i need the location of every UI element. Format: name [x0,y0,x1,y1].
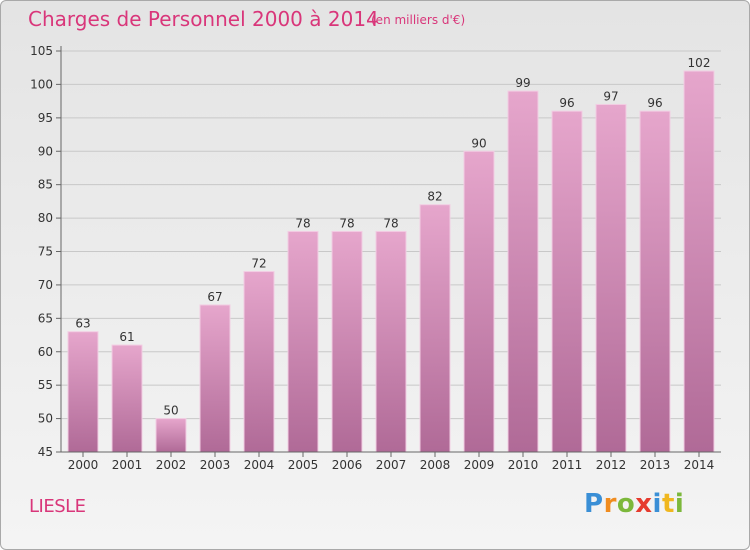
data-label: 61 [119,330,134,344]
chart-title: Charges de Personnel 2000 à 2014 [28,7,379,31]
data-label: 78 [295,216,310,230]
x-tick-label: 2001 [112,458,143,472]
bar [375,230,407,453]
data-label: 99 [515,76,530,90]
x-tick-label: 2013 [640,458,671,472]
bar [287,230,319,453]
y-tick-label: 60 [38,345,53,359]
logo-letter: P [584,489,604,519]
logo-letter: x [635,489,653,519]
x-tick-label: 2005 [288,458,319,472]
x-tick-label: 2002 [156,458,187,472]
x-tick-label: 2000 [68,458,99,472]
bar [111,344,143,453]
bar [331,230,363,453]
logo-letter: o [616,489,636,519]
bar [595,103,627,453]
y-tick-label: 50 [38,412,53,426]
bar [551,110,583,453]
proxiti-logo[interactable]: Proxiti [584,489,684,519]
y-tick-label: 55 [38,378,53,392]
bar [67,331,99,453]
x-tick-label: 2006 [332,458,363,472]
y-tick-label: 100 [30,77,53,91]
bar [683,70,715,453]
x-tick-label: 2011 [552,458,583,472]
x-tick-label: 2012 [596,458,627,472]
logo-letter: r [603,489,617,519]
x-tick-label: 2009 [464,458,495,472]
data-label: 50 [163,404,178,418]
bar [419,204,451,453]
data-label: 97 [603,89,618,103]
data-label: 102 [688,56,711,70]
y-tick-label: 105 [30,44,53,58]
y-tick-label: 75 [38,245,53,259]
place-label: LIESLE [29,496,86,517]
axes: 45 50 55 60 65 70 75 80 85 90 95 100 105 2000 2001 2002… [30,44,721,472]
data-label: 67 [207,290,222,304]
x-tick-label: 2008 [420,458,451,472]
bars [67,70,715,453]
data-label: 72 [251,257,266,271]
logo-letter: i [674,489,685,519]
data-label: 63 [75,317,90,331]
data-label: 90 [471,136,486,150]
logo-letter: i [652,489,662,519]
x-tick-label: 2014 [684,458,715,472]
logo-letter: t [661,489,675,519]
y-tick-label: 70 [38,278,53,292]
bar [199,304,231,453]
data-label: 82 [427,190,442,204]
bar [243,271,275,453]
y-tick-label: 85 [38,178,53,192]
data-labels: 63 61 50 67 72 78 78 78 82 90 99 96 97 96 102 [75,56,710,418]
bar [155,418,187,453]
y-tick-label: 45 [38,445,53,459]
x-tick-label: 2010 [508,458,539,472]
bar [507,90,539,453]
x-tick-label: 2004 [244,458,275,472]
data-label: 96 [647,96,662,110]
y-tick-label: 80 [38,211,53,225]
data-label: 78 [383,216,398,230]
x-tick-label: 2007 [376,458,407,472]
chart-subtitle: (en milliers d'€) [371,13,466,27]
y-tick-label: 90 [38,144,53,158]
bar [463,150,495,453]
x-tick-label: 2003 [200,458,231,472]
data-label: 96 [559,96,574,110]
y-tick-label: 65 [38,311,53,325]
data-label: 78 [339,216,354,230]
y-tick-label: 95 [38,111,53,125]
bar [639,110,671,453]
